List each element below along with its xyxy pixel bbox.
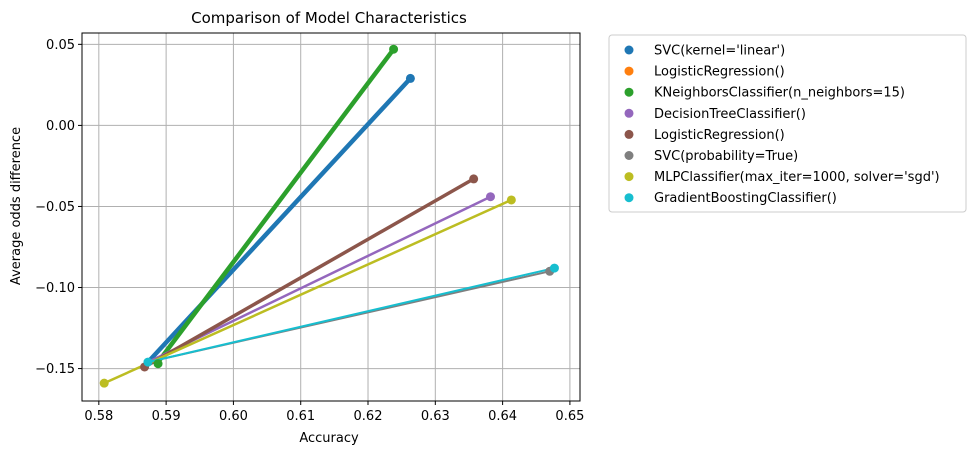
series-line	[142, 177, 476, 369]
points-layer	[99, 44, 559, 388]
data-point	[153, 359, 163, 369]
legend-label: SVC(probability=True)	[654, 149, 798, 164]
legend-label: GradientBoostingClassifier()	[654, 191, 837, 206]
y-tick-label: 0.05	[46, 38, 75, 53]
x-tick-label: 0.64	[488, 409, 517, 424]
legend-marker	[624, 193, 634, 203]
legend-label: DecisionTreeClassifier()	[654, 107, 806, 122]
data-point	[99, 378, 109, 388]
legend: SVC(kernel='linear') LogisticRegression()…	[608, 34, 967, 213]
legend-marker	[624, 129, 634, 139]
y-axis-title: Average odds difference	[9, 127, 24, 285]
data-point	[485, 192, 495, 202]
x-tick-label: 0.59	[152, 409, 181, 424]
legend-marker	[624, 45, 634, 55]
legend-label: LogisticRegression()	[654, 65, 785, 80]
x-tick-label: 0.61	[286, 409, 315, 424]
y-tick-label: −0.15	[35, 362, 75, 377]
x-tick-label: 0.65	[555, 409, 584, 424]
legend-label: SVC(kernel='linear')	[654, 44, 785, 59]
legend-label: MLPClassifier(max_iter=1000, solver='sgd…	[654, 170, 940, 185]
x-tick-label: 0.60	[219, 409, 248, 424]
data-point	[389, 44, 399, 54]
data-point	[506, 195, 516, 205]
data-point	[405, 73, 415, 83]
legend-marker	[624, 87, 634, 97]
x-tick-label: 0.63	[421, 409, 450, 424]
chart-title: Comparison of Model Characteristics	[191, 9, 467, 27]
y-tick-label: 0.00	[46, 119, 75, 134]
series-line	[146, 267, 556, 364]
y-axis-ticks: −0.15 −0.10 −0.05 0.00 0.05	[35, 38, 82, 377]
series-line	[155, 46, 396, 365]
legend-label: KNeighborsClassifier(n_neighbors=15)	[654, 86, 905, 101]
y-tick-label: −0.05	[35, 200, 75, 215]
x-tick-label: 0.58	[84, 409, 113, 424]
data-point	[143, 357, 153, 367]
x-tick-label: 0.62	[354, 409, 383, 424]
x-axis-ticks: 0.58 0.59 0.60 0.61 0.62 0.63 0.64 0.65	[84, 401, 584, 424]
series-layer	[102, 46, 556, 385]
legend-label: LogisticRegression()	[654, 128, 785, 143]
legend-marker	[624, 151, 634, 160]
series-line	[102, 198, 513, 385]
legend-marker	[624, 108, 634, 118]
data-point	[549, 263, 559, 273]
x-axis-title: Accuracy	[299, 431, 359, 446]
grid-layer	[82, 33, 580, 401]
series-line	[146, 195, 492, 364]
legend-marker	[624, 66, 634, 76]
legend-frame	[608, 34, 967, 213]
legend-items: SVC(kernel='linear') LogisticRegression()…	[624, 44, 940, 206]
data-point	[469, 174, 479, 184]
plot-frame	[81, 32, 581, 402]
legend-marker	[624, 172, 634, 182]
y-tick-label: −0.10	[35, 281, 75, 296]
